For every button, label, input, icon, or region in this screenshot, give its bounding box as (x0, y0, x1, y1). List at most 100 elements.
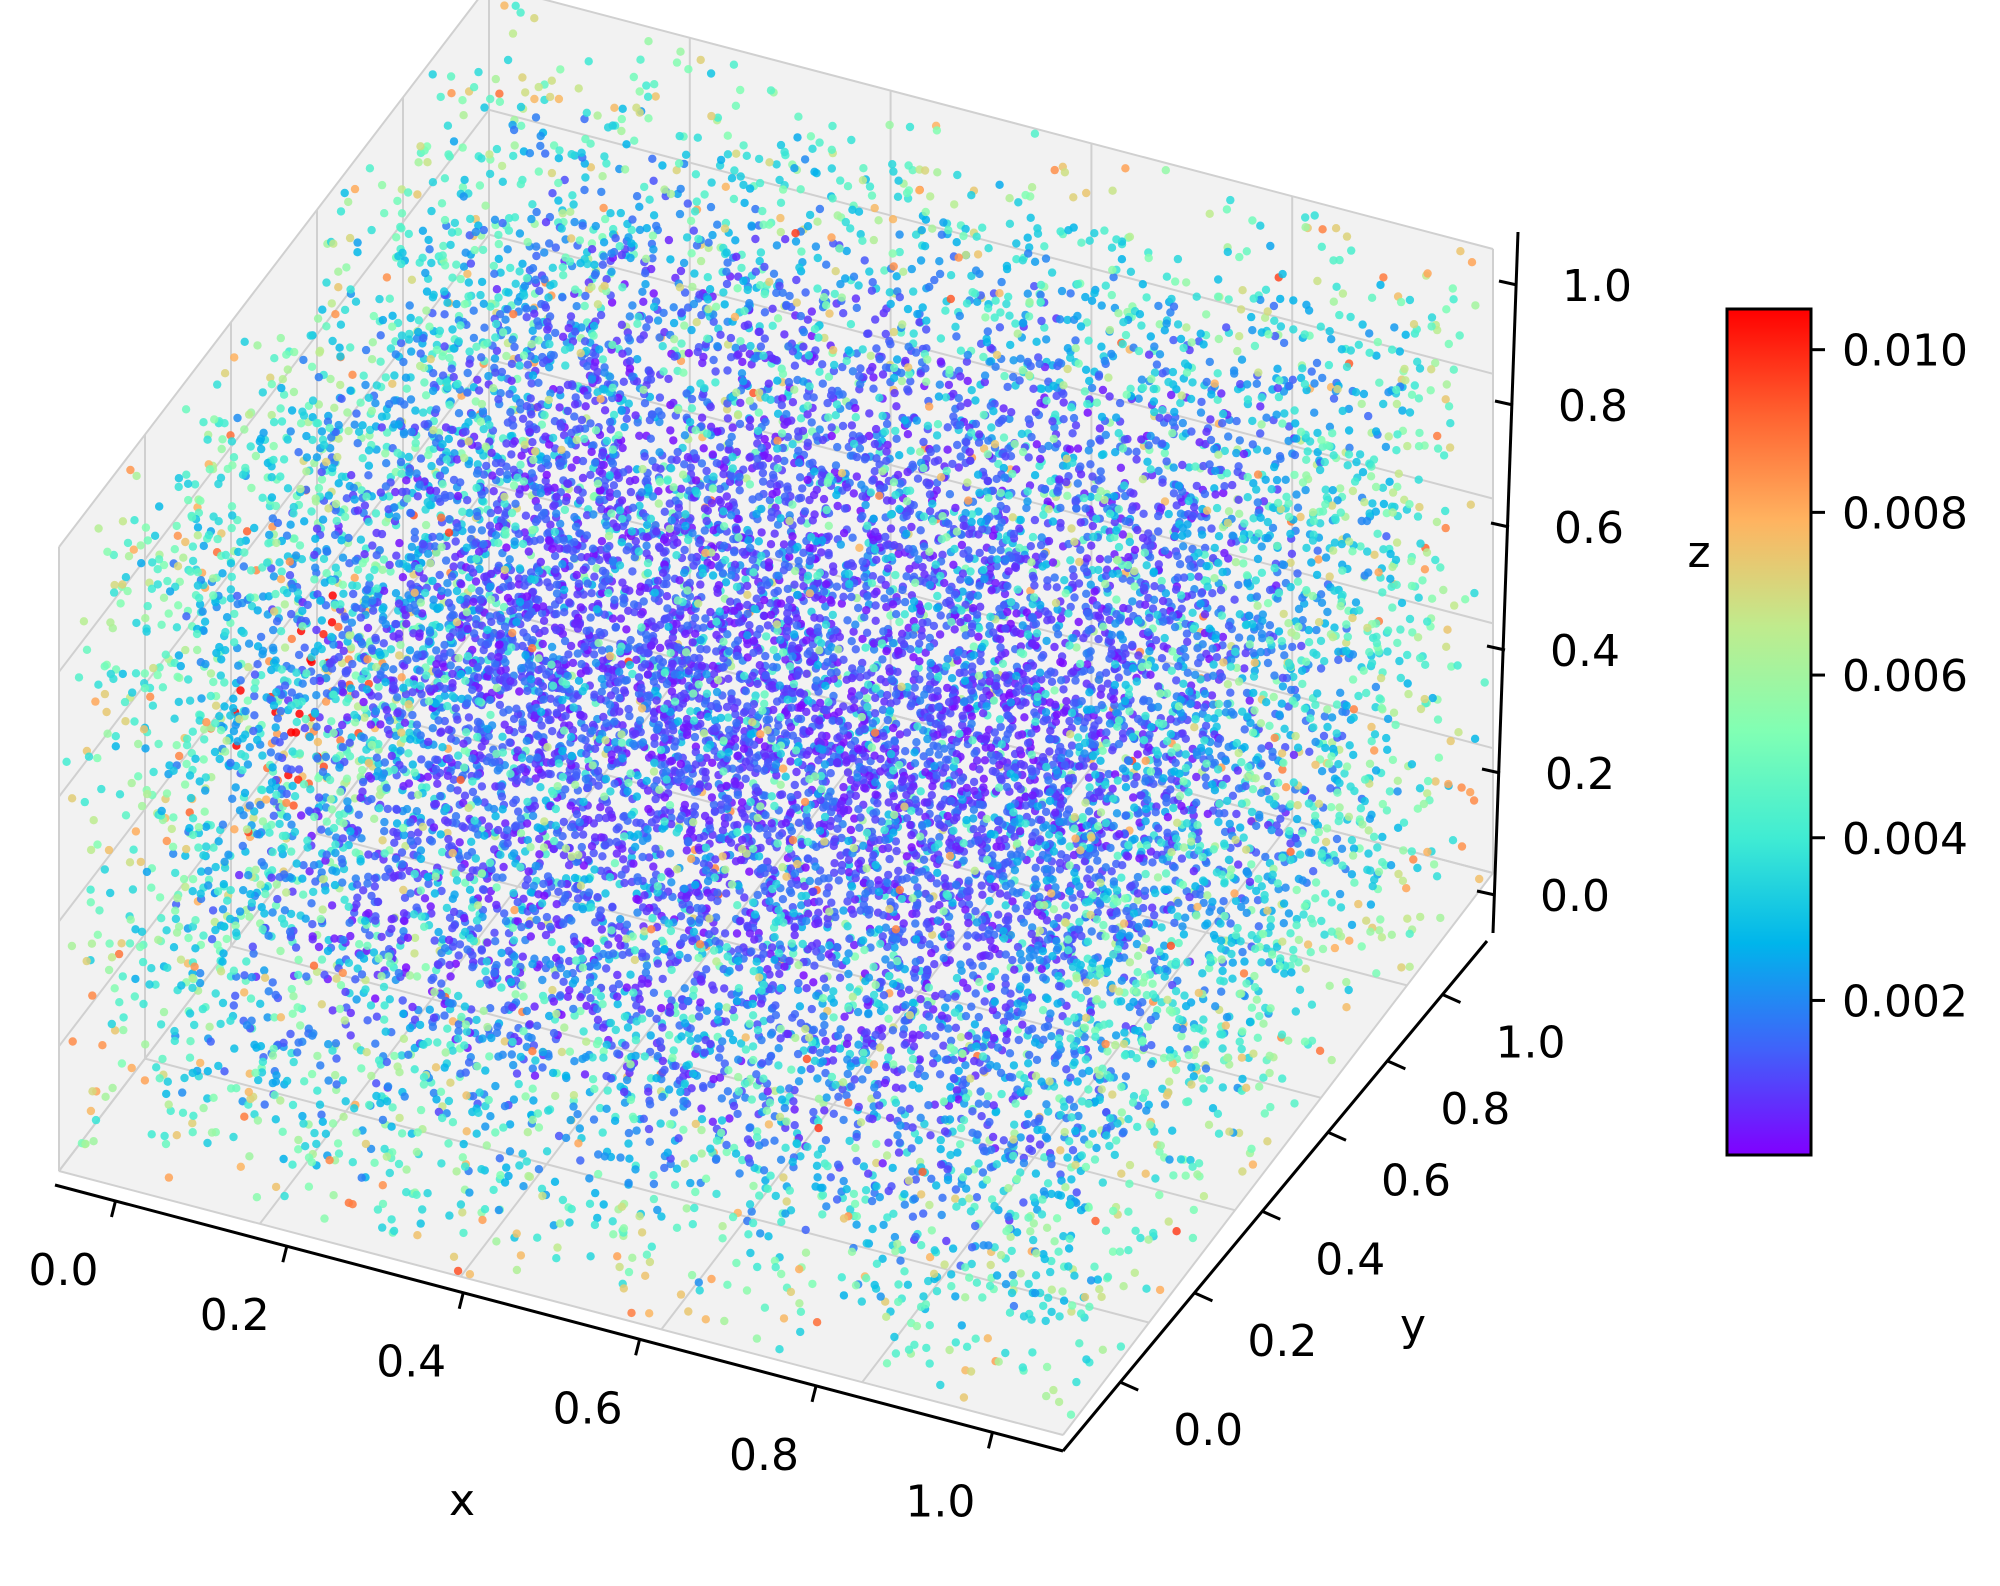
data-point (959, 521, 968, 530)
data-point (1328, 633, 1338, 642)
data-point (1332, 834, 1342, 844)
data-point (1084, 336, 1093, 345)
data-point (1071, 496, 1080, 505)
data-point (916, 256, 926, 265)
data-point (1200, 543, 1210, 553)
data-point (1132, 677, 1142, 686)
data-point (1336, 932, 1346, 941)
data-point (1405, 962, 1414, 971)
data-point (1396, 297, 1406, 307)
data-point (1373, 337, 1383, 347)
data-point (742, 151, 751, 160)
data-point (1330, 623, 1339, 632)
data-point (1175, 560, 1185, 569)
data-point (1198, 969, 1207, 978)
data-point (1112, 595, 1121, 604)
data-point (1257, 958, 1266, 967)
data-point (1044, 441, 1053, 451)
data-point (1181, 1171, 1190, 1180)
data-point (1335, 255, 1344, 265)
data-point (1009, 356, 1018, 365)
data-point (905, 122, 915, 132)
data-point (870, 203, 879, 213)
data-point (1096, 487, 1105, 496)
data-point (1166, 715, 1175, 724)
data-point (1049, 381, 1058, 391)
data-point (1232, 738, 1242, 748)
data-point (1044, 536, 1054, 546)
data-point (1097, 412, 1107, 422)
data-point (1213, 369, 1222, 378)
data-point (1420, 565, 1430, 574)
data-point (1064, 979, 1073, 988)
data-point (1336, 508, 1346, 517)
data-point (1250, 341, 1260, 351)
data-point (1286, 800, 1295, 809)
data-point (1117, 929, 1127, 938)
data-point (1121, 516, 1130, 526)
data-point (1352, 457, 1361, 467)
data-point (1174, 938, 1183, 948)
data-point (1153, 702, 1163, 712)
data-point (1149, 595, 1159, 604)
data-point (965, 447, 974, 457)
data-point (1202, 506, 1212, 515)
data-point (1269, 799, 1279, 809)
data-point (1182, 629, 1192, 638)
data-point (807, 307, 816, 316)
data-point (975, 488, 984, 498)
data-point (855, 691, 864, 700)
data-point (1378, 858, 1387, 867)
data-point (1094, 675, 1104, 684)
data-point (815, 204, 825, 214)
data-point (1311, 894, 1320, 903)
data-point (1423, 847, 1432, 857)
data-point (1349, 844, 1359, 853)
data-point (902, 572, 911, 581)
data-point (858, 511, 867, 521)
data-point (1277, 1030, 1287, 1039)
data-point (1114, 429, 1123, 438)
data-point (1146, 431, 1155, 441)
data-point (1359, 666, 1368, 675)
data-point (1132, 988, 1142, 997)
data-point (950, 200, 959, 209)
data-point (1374, 568, 1383, 577)
data-point (1154, 466, 1163, 476)
data-point (922, 316, 931, 325)
data-point (1237, 1044, 1246, 1054)
data-point (1434, 753, 1444, 762)
data-point (940, 578, 949, 588)
data-point (1344, 985, 1353, 995)
data-point (1217, 389, 1226, 398)
data-point (827, 431, 836, 441)
data-point (1252, 485, 1261, 494)
data-point (1336, 602, 1345, 611)
data-point (1130, 779, 1139, 789)
data-point (1221, 756, 1231, 766)
data-point (1172, 1023, 1182, 1032)
data-point (1313, 428, 1322, 438)
data-point (1118, 444, 1128, 453)
data-point (1404, 689, 1413, 699)
data-point (1001, 555, 1010, 564)
data-point (928, 224, 937, 233)
data-point (1214, 275, 1223, 284)
data-point (1318, 507, 1328, 516)
data-point (1138, 383, 1148, 392)
data-point (1258, 929, 1268, 939)
data-point (1466, 500, 1476, 509)
data-point (1253, 601, 1262, 610)
data-point (1449, 295, 1458, 304)
data-point (1181, 763, 1191, 773)
data-point (1347, 920, 1357, 930)
data-point (1249, 672, 1259, 681)
data-point (756, 248, 766, 257)
data-point (1320, 657, 1329, 666)
data-point (945, 490, 955, 499)
data-point (1265, 1068, 1274, 1078)
data-point (1328, 429, 1337, 438)
data-point (1203, 582, 1212, 591)
data-point (1066, 1073, 1075, 1082)
data-point (1114, 673, 1124, 682)
